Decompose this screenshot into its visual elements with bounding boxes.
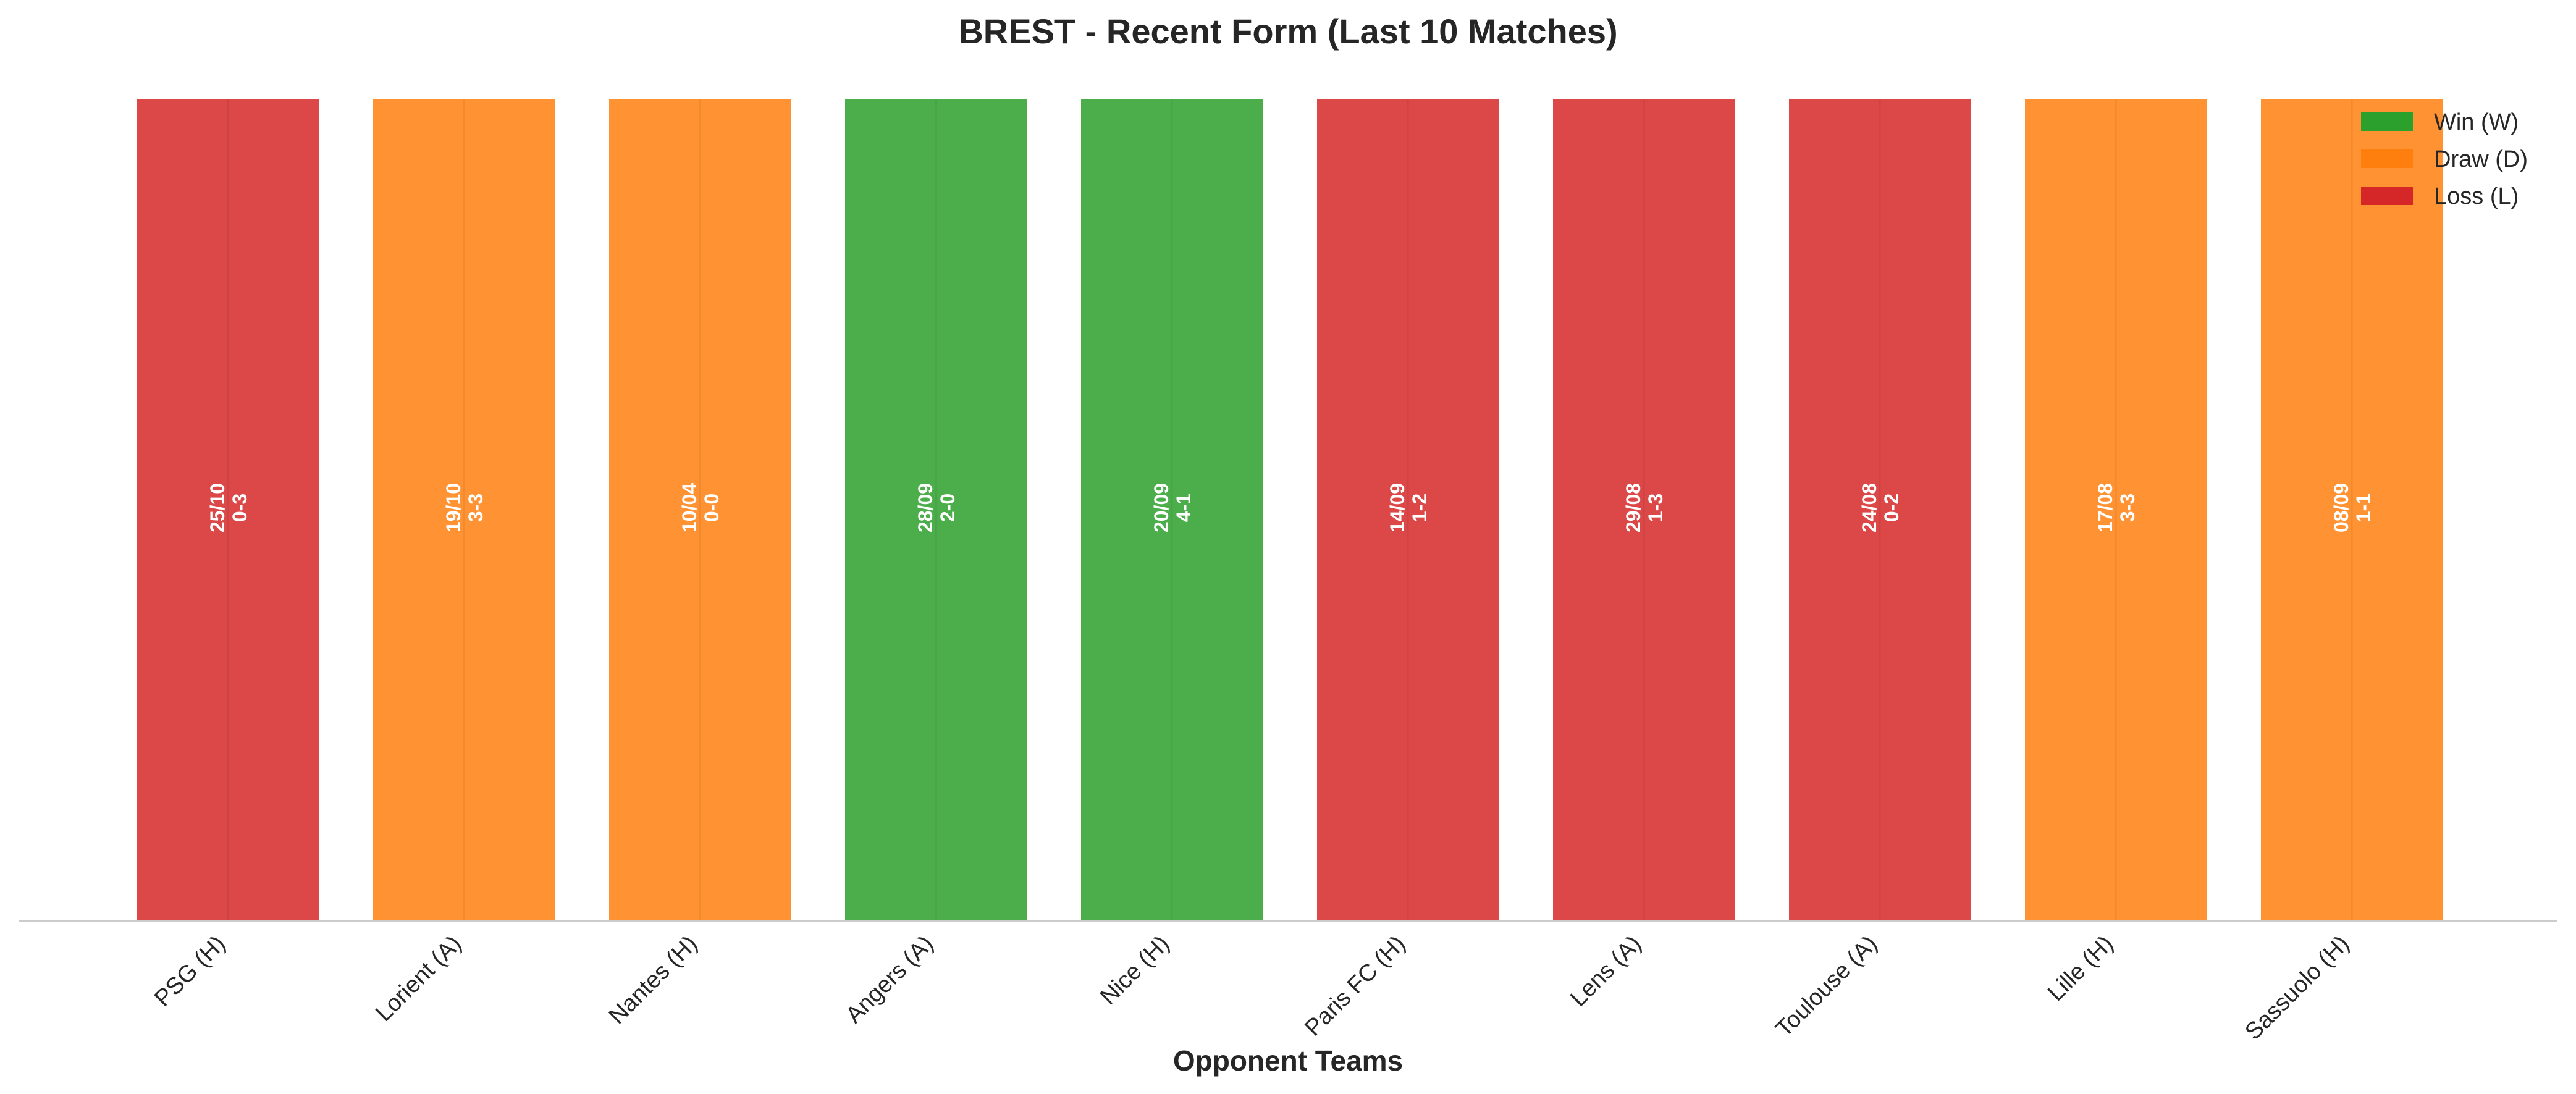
bar-date-2: 19/10 xyxy=(442,483,465,532)
bar-label-2: 19/103-3 xyxy=(442,483,487,532)
bar-score-10: 1-1 xyxy=(2352,494,2375,522)
bar-label-9: 17/083-3 xyxy=(2094,483,2139,532)
bar-1 xyxy=(135,96,321,922)
bar-date-1: 25/10 xyxy=(206,483,229,532)
bar-score-7: 1-3 xyxy=(1644,494,1667,522)
bar-score-6: 1-2 xyxy=(1408,494,1431,522)
bar-date-3: 10/04 xyxy=(678,483,701,532)
bar-score-3: 0-0 xyxy=(701,494,723,522)
x-tick-label-10: Sassuolo (H) xyxy=(2240,931,2354,1045)
bar-date-9: 17/08 xyxy=(2094,483,2116,532)
bar-3 xyxy=(607,96,793,922)
bar-date-7: 29/08 xyxy=(1622,483,1644,532)
x-tick-label-4: Angers (A) xyxy=(841,931,938,1029)
bar-labels-group: 25/100-3 19/103-3 10/040-0 28/092-0 20/094-1… xyxy=(206,483,2375,532)
legend-swatch-d xyxy=(2361,149,2413,168)
bar-7 xyxy=(1551,96,1737,922)
legend-swatch-l xyxy=(2361,187,2413,205)
bar-10 xyxy=(2258,96,2445,922)
bar-label-6: 14/091-2 xyxy=(1386,483,1431,532)
bar-label-1: 25/100-3 xyxy=(206,483,251,532)
bar-date-4: 28/09 xyxy=(914,483,937,532)
bar-date-8: 24/08 xyxy=(1858,483,1880,532)
bar-label-7: 29/081-3 xyxy=(1622,483,1667,532)
legend-label-l: Loss (L) xyxy=(2434,183,2519,209)
bar-date-6: 14/09 xyxy=(1386,483,1408,532)
bar-date-10: 08/09 xyxy=(2330,483,2352,532)
bar-6 xyxy=(1315,96,1501,922)
bars-group xyxy=(135,96,2445,922)
bar-date-5: 20/09 xyxy=(1150,483,1172,532)
bar-label-8: 24/080-2 xyxy=(1858,483,1903,532)
x-tick-label-2: Lorient (A) xyxy=(371,931,466,1027)
bar-8 xyxy=(1787,96,1973,922)
bar-label-3: 10/040-0 xyxy=(678,483,723,532)
bar-4 xyxy=(843,96,1029,922)
bar-score-5: 4-1 xyxy=(1172,494,1195,522)
x-tick-label-9: Lille (H) xyxy=(2043,931,2118,1006)
legend-swatch-w xyxy=(2361,112,2413,131)
legend-label-w: Win (W) xyxy=(2434,109,2519,135)
bar-score-2: 3-3 xyxy=(465,494,487,522)
x-tick-label-1: PSG (H) xyxy=(149,931,230,1012)
bar-score-8: 0-2 xyxy=(1880,494,1903,522)
x-tick-label-5: Nice (H) xyxy=(1095,931,1174,1010)
x-axis-label: Opponent Teams xyxy=(1173,1045,1403,1077)
legend-label-d: Draw (D) xyxy=(2434,146,2528,172)
legend: Win (W) Draw (D) Loss (L) xyxy=(2361,109,2528,209)
x-tick-label-6: Paris FC (H) xyxy=(1300,931,1410,1041)
x-tick-label-8: Toulouse (A) xyxy=(1771,931,1883,1043)
x-tick-label-3: Nantes (H) xyxy=(604,931,703,1030)
bar-score-1: 0-3 xyxy=(229,494,251,522)
bar-label-10: 08/091-1 xyxy=(2330,483,2375,532)
x-tick-labels: PSG (H) Lorient (A) Nantes (H) Angers (A) Ni… xyxy=(149,931,2354,1045)
x-tick-label-7: Lens (A) xyxy=(1565,931,1646,1012)
bar-label-5: 20/094-1 xyxy=(1150,483,1195,532)
bar-2 xyxy=(371,96,557,922)
bar-score-4: 2-0 xyxy=(937,494,959,522)
bar-score-9: 3-3 xyxy=(2116,494,2139,522)
bar-label-4: 28/092-0 xyxy=(914,483,959,532)
bar-5 xyxy=(1079,96,1265,922)
chart-title: BREST - Recent Form (Last 10 Matches) xyxy=(958,12,1617,51)
